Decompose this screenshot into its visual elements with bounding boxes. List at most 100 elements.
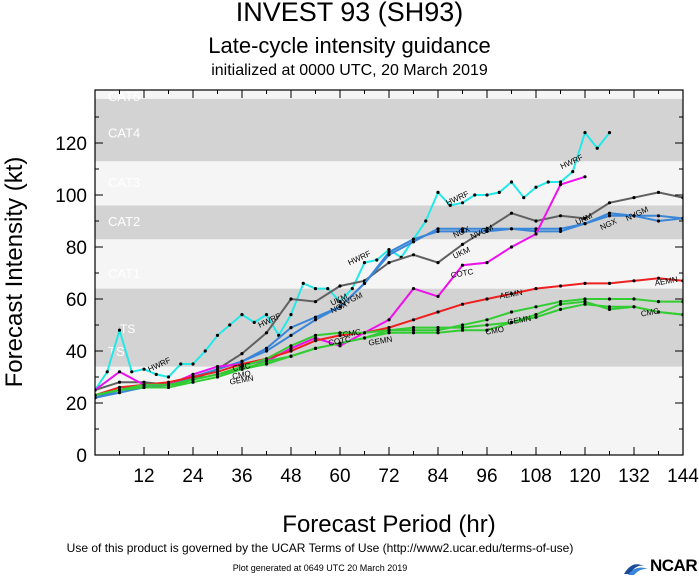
point-ukm	[289, 297, 293, 301]
point-nvgm	[289, 326, 293, 330]
y-tick-label: 120	[55, 134, 87, 155]
point-ukm	[411, 253, 416, 257]
point-aemn	[460, 302, 465, 306]
point-cmc	[166, 383, 171, 387]
band-cat4	[95, 98, 683, 162]
point-cmc	[313, 333, 318, 337]
band-label-cat4: CAT4	[108, 126, 140, 141]
point-gemn	[215, 372, 220, 376]
point-cmo	[656, 310, 661, 314]
label-cotc: COTC	[328, 335, 352, 348]
point-cmc	[142, 383, 146, 387]
y-tick-label: 80	[66, 238, 87, 259]
point-aemn	[632, 279, 636, 283]
point-cmc	[485, 323, 489, 327]
point-cotc	[534, 232, 538, 236]
point-ngx	[436, 229, 440, 233]
point-hwrf	[117, 328, 122, 332]
point-cmo	[117, 388, 122, 392]
point-gemn	[411, 328, 416, 332]
point-cmc	[583, 300, 587, 304]
point-aemn	[485, 297, 489, 301]
point-ukm	[509, 211, 514, 215]
label-gemn: GEMN	[229, 374, 254, 387]
point-aemn	[534, 287, 538, 291]
point-aemn	[215, 370, 220, 374]
point-ukm	[436, 261, 440, 265]
point-hwrf	[142, 367, 146, 371]
point-ngx	[460, 229, 465, 233]
point-cotc	[191, 372, 195, 376]
point-hwrf	[583, 131, 587, 135]
point-cmo	[509, 320, 514, 324]
label-cmc: CMC	[342, 327, 362, 339]
point-hwrf	[497, 190, 501, 194]
point-cmo	[264, 359, 269, 363]
point-hwrf	[240, 313, 244, 317]
point-cmo	[411, 331, 416, 335]
point-hwrf	[130, 370, 134, 374]
band-label-cat5: CAT5	[108, 89, 140, 104]
point-cmc	[460, 326, 465, 330]
point-cmo	[142, 385, 146, 389]
point-hwrf	[534, 185, 538, 189]
point-ngx	[534, 227, 538, 231]
point-hwrf	[509, 180, 514, 184]
point-cmc	[240, 365, 244, 369]
band-label-cat1: CAT1	[108, 266, 140, 281]
band-label-cat3: CAT3	[108, 175, 140, 190]
point-gemn	[460, 323, 465, 327]
point-gemn	[607, 297, 612, 301]
point-hwrf	[362, 261, 367, 265]
point-cmc	[338, 331, 342, 335]
point-cmc	[289, 344, 293, 348]
point-gemn	[509, 310, 514, 314]
point-ngx	[387, 250, 391, 254]
band-cat3	[95, 161, 683, 206]
point-ukm	[583, 216, 587, 220]
init-time: initialized at 0000 UTC, 20 March 2019	[211, 62, 488, 79]
point-hwrf	[338, 300, 342, 304]
point-cmo	[460, 328, 465, 332]
point-cmo	[313, 346, 318, 350]
point-hwrf	[546, 180, 550, 184]
point-nvgm	[362, 281, 367, 285]
point-gemn	[387, 328, 391, 332]
x-axis-title: Forecast Period (hr)	[282, 511, 495, 538]
point-cmo	[485, 328, 489, 332]
point-nvgm	[338, 305, 342, 309]
point-hwrf	[252, 320, 256, 324]
point-cmc	[362, 331, 367, 335]
point-hwrf	[473, 193, 477, 197]
point-ukm	[607, 201, 612, 205]
point-gemn	[534, 305, 538, 309]
point-cmo	[583, 302, 587, 306]
point-hwrf	[105, 370, 109, 374]
y-tick-label: 100	[55, 186, 87, 207]
point-nvgm	[583, 222, 587, 226]
x-tick-label: 60	[329, 466, 350, 487]
point-cmo	[215, 375, 220, 379]
point-ngx	[607, 214, 612, 218]
point-cotc	[509, 245, 514, 249]
point-nvgm	[656, 219, 661, 223]
point-aemn	[411, 318, 416, 322]
point-ukm	[460, 242, 465, 246]
band-label-cat2: CAT2	[108, 214, 140, 229]
x-tick-label: 120	[569, 466, 601, 487]
point-cmc	[607, 307, 612, 311]
point-nvgm	[607, 211, 612, 215]
point-cmc	[436, 326, 440, 330]
point-gemn	[264, 362, 269, 366]
point-cotc	[215, 365, 220, 369]
label-aemn: AEMN	[654, 275, 679, 288]
point-cotc	[411, 287, 416, 291]
point-cotc	[436, 294, 440, 298]
point-cmc	[534, 313, 538, 317]
x-tick-label: 132	[618, 466, 650, 487]
x-tick-label: 12	[133, 466, 154, 487]
point-cotc	[117, 370, 122, 374]
point-cotc	[558, 183, 563, 187]
point-cmo	[607, 305, 612, 309]
point-cotc	[289, 346, 293, 350]
